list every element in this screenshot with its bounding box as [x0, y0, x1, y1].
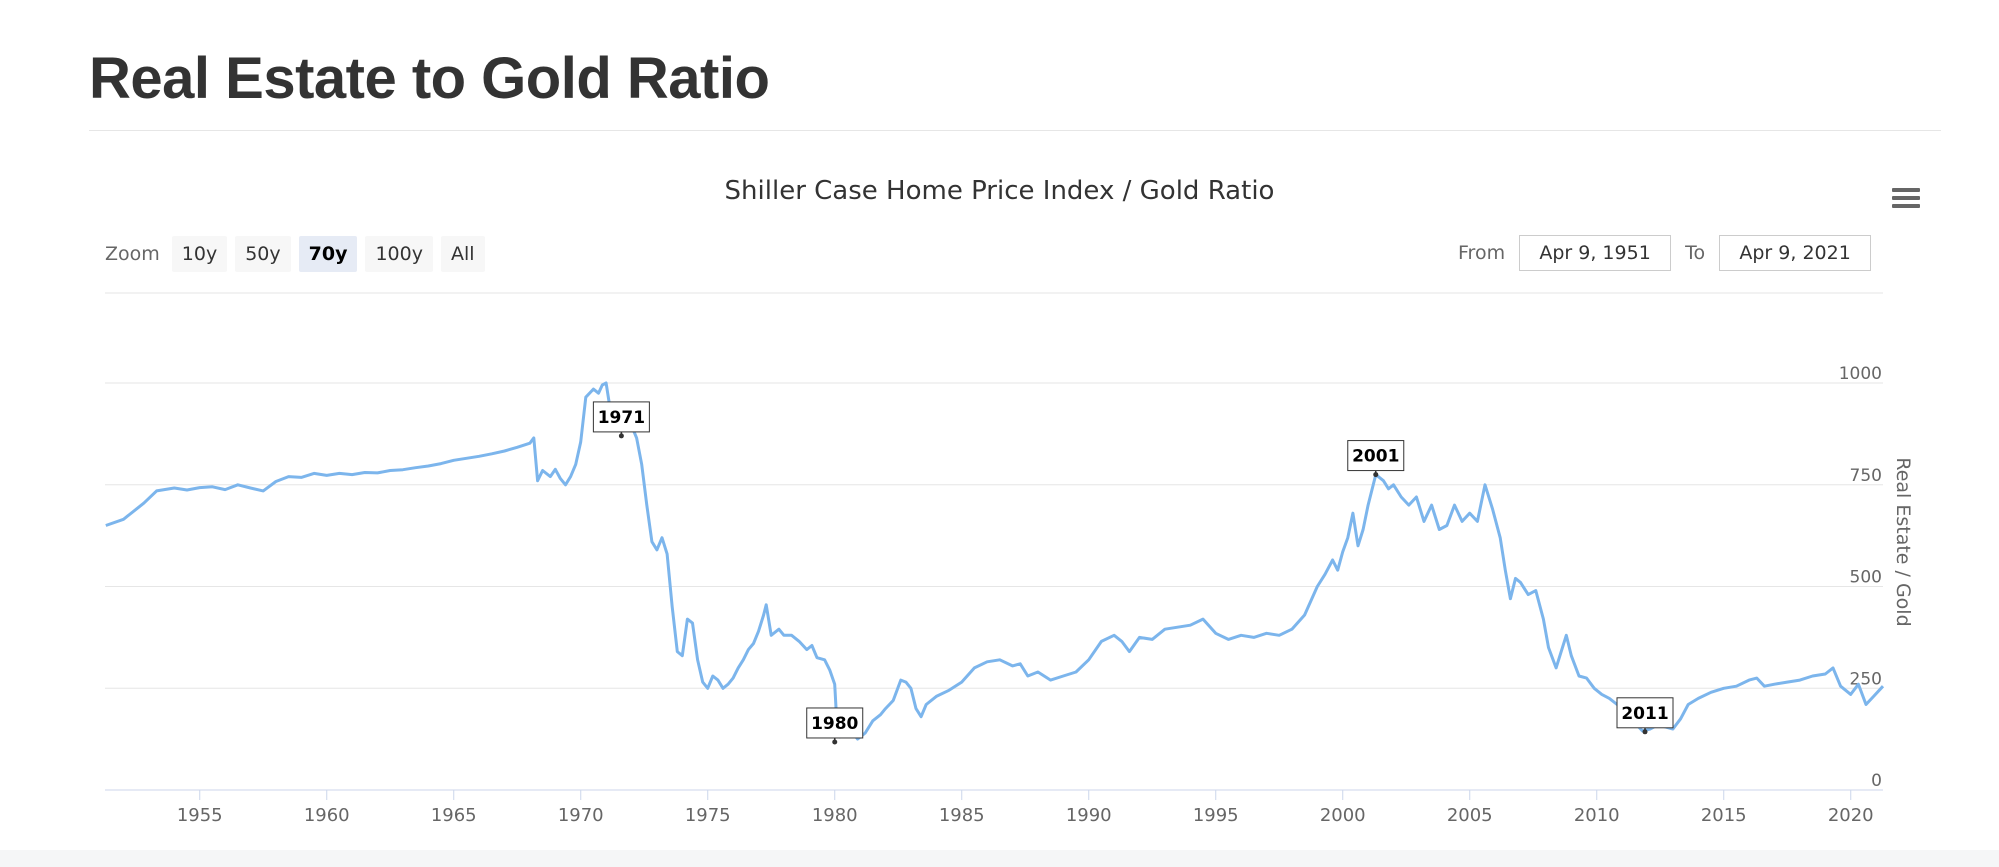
annotation-label: 1980	[811, 714, 858, 734]
page-title: Real Estate to Gold Ratio	[89, 46, 770, 111]
zoom-label: Zoom	[105, 243, 160, 265]
y-axis: 0 250 500 750 1000	[1839, 364, 1882, 791]
x-tick-label: 2015	[1701, 805, 1747, 826]
hamburger-menu-icon[interactable]	[1892, 188, 1920, 212]
x-tick-label: 1990	[1066, 805, 1112, 826]
x-tick-label: 2000	[1320, 805, 1366, 826]
annotation-box	[1616, 697, 1674, 729]
annotation-box	[1347, 440, 1405, 472]
x-tick-label: 2005	[1447, 805, 1493, 826]
annotation-box	[592, 401, 650, 433]
x-tick-label: 1960	[304, 805, 350, 826]
x-tick-label: 2020	[1828, 805, 1874, 826]
x-tick-label: 1975	[685, 805, 731, 826]
annotations: 1971 1980 2001 2011	[592, 401, 1674, 745]
annotation-point	[1373, 472, 1379, 478]
y-tick-label: 0	[1871, 771, 1882, 791]
x-axis: 1955 1960 1965 1970 1975 1980 1985 1990 1995 2000…	[177, 790, 1874, 826]
x-tick-label: 1965	[431, 805, 477, 826]
date-range-selector: From To	[1458, 234, 1872, 272]
y-tick-label: 750	[1850, 466, 1882, 486]
chart-title: Shiller Case Home Price Index / Gold Rat…	[724, 176, 1275, 206]
x-tick-label: 1970	[558, 805, 604, 826]
series-line-real-estate-gold[interactable]	[105, 381, 1885, 741]
x-tick-label: 1955	[177, 805, 223, 826]
zoom-button-10y[interactable]: 10y	[171, 236, 228, 272]
navigator-strip	[0, 850, 1999, 867]
x-tick-label: 1985	[939, 805, 985, 826]
zoom-selector: Zoom 10y 50y 70y 100y All	[105, 236, 493, 272]
annotation-point	[618, 433, 624, 439]
y-axis-title: Real Estate / Gold	[1892, 457, 1914, 626]
from-date-input[interactable]	[1519, 235, 1672, 271]
x-tick-label: 1995	[1193, 805, 1239, 826]
annotation-flag-2001: 2001	[1347, 440, 1405, 478]
y-tick-label: 1000	[1839, 364, 1882, 384]
x-tick-label: 1980	[812, 805, 858, 826]
annotation-point	[1642, 729, 1648, 735]
y-tick-label: 500	[1850, 568, 1882, 588]
annotation-label: 2001	[1352, 447, 1399, 467]
from-label: From	[1458, 242, 1506, 264]
annotation-flag-1980: 1980	[806, 707, 864, 745]
annotation-label: 2011	[1621, 704, 1668, 724]
x-tick-label: 2010	[1574, 805, 1620, 826]
annotation-flag-1971: 1971	[592, 401, 650, 439]
annotation-flag-2011: 2011	[1616, 697, 1674, 735]
zoom-button-100y[interactable]: 100y	[365, 236, 433, 272]
y-tick-label: 250	[1850, 669, 1882, 689]
annotation-label: 1971	[598, 408, 645, 428]
annotation-point	[832, 739, 838, 745]
title-divider	[89, 130, 1941, 131]
to-label: To	[1685, 242, 1706, 264]
zoom-button-50y[interactable]: 50y	[235, 236, 291, 272]
zoom-button-70y[interactable]: 70y	[298, 236, 358, 272]
to-date-input[interactable]	[1719, 235, 1872, 271]
zoom-button-all[interactable]: All	[440, 236, 485, 272]
grid-lines	[105, 382, 1883, 791]
annotation-box	[806, 707, 864, 739]
